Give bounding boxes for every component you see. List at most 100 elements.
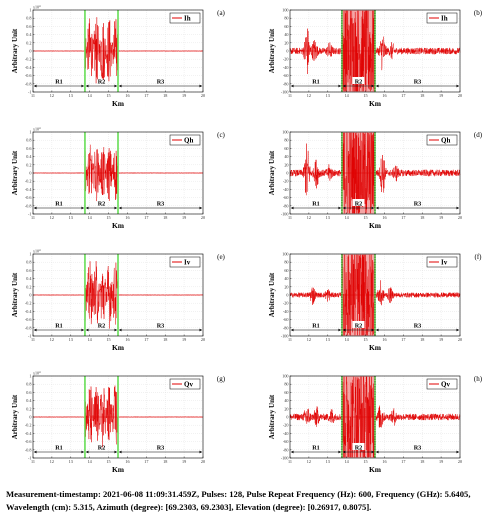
y-axis-label: Arbitrary Unit (268, 28, 276, 73)
y-axis-label: Arbitrary Unit (11, 150, 19, 195)
y-tick-label: -80 (283, 325, 289, 330)
x-tick-label: 11 (288, 215, 292, 220)
y-tick-label: 60 (284, 268, 288, 273)
y-tick-label: 40 (284, 32, 288, 37)
x-axis-label: Km (369, 99, 382, 108)
x-axis-label: Km (112, 99, 125, 108)
x-tick-label: 16 (125, 459, 129, 464)
y-tick-label: 0 (29, 293, 31, 298)
chart-panel-f: R1 R2 R3 11 12 13 14 15 16 17 18 19 20 -100 -80 -60 -40 -… (268, 252, 482, 353)
y-tick-label: -100 (281, 456, 289, 461)
x-tick-label: 11 (31, 337, 35, 342)
y-tick-label: 0.6 (26, 24, 31, 29)
x-tick-label: 18 (163, 459, 167, 464)
legend-label: Qh (441, 137, 450, 145)
region-label-R2: R2 (355, 201, 363, 208)
y-axis-label: Arbitrary Unit (268, 394, 276, 439)
x-tick-label: 12 (307, 337, 311, 342)
x-tick-label: 14 (88, 93, 93, 98)
x-tick-label: 13 (69, 337, 73, 342)
y-tick-label: 1 (29, 374, 31, 379)
region-arrowhead-right (114, 84, 117, 88)
region-label-R2: R2 (355, 323, 363, 330)
x-tick-label: 17 (401, 215, 405, 220)
y-tick-label: -0.6 (25, 73, 32, 78)
y-tick-label: 100 (282, 130, 288, 135)
x-axis-label: Km (112, 221, 125, 230)
x-tick-label: 19 (182, 215, 186, 220)
region-arrowhead-left (34, 84, 37, 88)
y-tick-label: 0 (29, 49, 31, 54)
region-arrowhead-left (342, 206, 346, 210)
y-tick-label: -0.8 (25, 447, 32, 452)
y-tick-label: 0.6 (26, 146, 31, 151)
y-exponent-label: x104 (33, 126, 41, 132)
region-label-R2: R2 (355, 445, 363, 452)
x-tick-label: 15 (363, 93, 367, 98)
x-tick-label: 18 (163, 337, 167, 342)
legend-box (426, 256, 458, 268)
region-label-R1: R1 (312, 201, 320, 208)
x-tick-label: 13 (326, 93, 330, 98)
y-tick-label: 0 (29, 415, 31, 420)
x-tick-label: 12 (307, 93, 311, 98)
y-tick-label: 100 (282, 8, 288, 13)
region-arrowhead-left (34, 328, 37, 332)
legend-box (426, 12, 458, 24)
x-axis-label: Km (112, 343, 125, 352)
x-tick-label: 12 (50, 93, 54, 98)
x-tick-label: 20 (458, 459, 462, 464)
y-tick-label: -0.4 (25, 65, 33, 70)
x-tick-label: 15 (106, 215, 110, 220)
y-tick-label: -0.4 (25, 187, 33, 192)
x-tick-label: 16 (382, 93, 386, 98)
region-label-R3: R3 (157, 323, 165, 330)
y-tick-label: -40 (283, 187, 289, 192)
region-arrowhead-right (371, 450, 374, 454)
x-tick-label: 16 (125, 93, 129, 98)
x-tick-label: 20 (201, 93, 205, 98)
y-tick-label: 0.4 (26, 398, 32, 403)
x-tick-label: 16 (382, 337, 386, 342)
legend-label: Iv (184, 259, 191, 267)
x-tick-label: 14 (88, 459, 93, 464)
region-arrowhead-left (34, 450, 37, 454)
y-tick-label: -0.8 (25, 81, 32, 86)
y-tick-label: 1 (29, 252, 31, 257)
x-tick-label: 12 (307, 459, 311, 464)
panel-tag: (g) (217, 375, 226, 383)
y-tick-label: -1 (28, 212, 32, 217)
y-tick-label: 60 (284, 24, 288, 29)
region-arrowhead-right (456, 328, 459, 332)
x-tick-label: 20 (458, 337, 462, 342)
legend-box (426, 378, 458, 390)
chart-panel-g: R1 R2 R3 11 12 13 14 15 16 17 18 19 20 -1 -0.8 -0.6 -0.4… (11, 370, 226, 474)
y-tick-label: -40 (283, 431, 289, 436)
region-arrowhead-left (119, 450, 122, 454)
x-tick-label: 20 (201, 337, 205, 342)
x-tick-label: 17 (401, 459, 405, 464)
region-arrowhead-right (338, 450, 341, 454)
y-tick-label: 20 (284, 406, 288, 411)
region-arrowhead-left (119, 84, 122, 88)
x-tick-label: 15 (106, 93, 110, 98)
y-exponent-label: x104 (33, 4, 41, 10)
x-tick-label: 15 (363, 459, 367, 464)
region-arrowhead-right (456, 206, 459, 210)
region-label-bg (352, 443, 365, 450)
y-tick-label: -20 (283, 57, 289, 62)
y-tick-label: 0.2 (26, 284, 31, 289)
y-tick-label: 0.2 (26, 162, 31, 167)
x-tick-label: 19 (182, 93, 186, 98)
region-label-R1: R1 (312, 79, 320, 86)
region-arrowhead-left (85, 450, 89, 454)
chart-panel-c: R1 R2 R3 11 12 13 14 15 16 17 18 19 20 -1 -0.8 -0.6 -0.4… (11, 126, 226, 230)
x-tick-label: 16 (382, 215, 386, 220)
panel-tag: (a) (217, 9, 225, 17)
y-tick-label: -80 (283, 81, 289, 86)
region-arrowhead-right (338, 328, 341, 332)
x-tick-label: 11 (31, 215, 35, 220)
x-tick-label: 12 (50, 215, 54, 220)
y-tick-label: -0.4 (25, 309, 33, 314)
